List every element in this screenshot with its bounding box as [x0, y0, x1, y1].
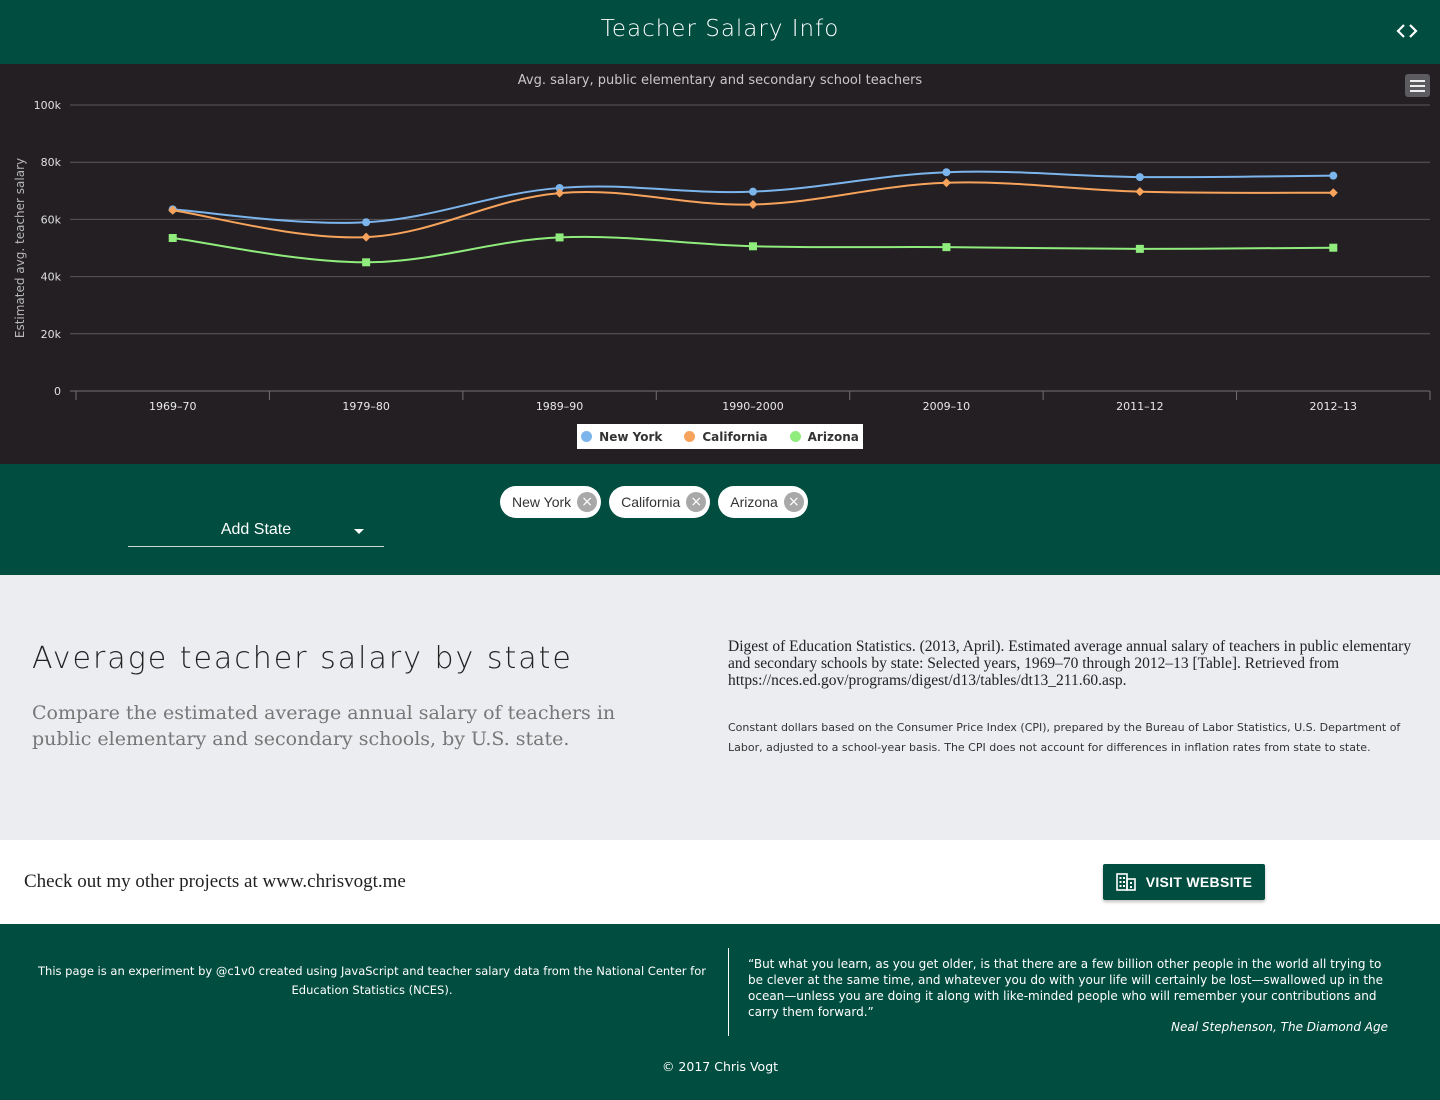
promo-text: Check out my other projects at www.chris…	[24, 871, 406, 892]
state-chip: Arizona ×	[718, 486, 808, 518]
footer: This page is an experiment by @c1v0 crea…	[0, 924, 1440, 1100]
state-chip: New York ×	[500, 486, 602, 518]
arizona-data-point	[555, 233, 564, 242]
new-york-data-point	[942, 168, 951, 177]
legend-marker	[789, 431, 801, 442]
legend-item[interactable]: Arizona	[789, 429, 859, 444]
california-data-point	[941, 178, 951, 188]
y-axis-label: Estimated avg. teacher salary	[13, 158, 27, 338]
california-data-point	[168, 205, 178, 215]
visit-website-label: VISIT WEBSITE	[1145, 874, 1253, 890]
legend-label: California	[702, 429, 768, 444]
new-york-data-point	[362, 218, 371, 227]
footer-about: This page is an experiment by @c1v0 crea…	[38, 964, 706, 997]
california-data-point	[748, 200, 758, 210]
chart-menu-button[interactable]	[1405, 74, 1430, 97]
california-data-point	[1328, 188, 1338, 198]
y-tick-label: 20k	[41, 328, 62, 341]
arizona-data-point	[362, 258, 371, 267]
close-icon[interactable]: ×	[577, 492, 598, 512]
legend-marker	[684, 431, 696, 442]
legend-item[interactable]: California	[684, 429, 768, 444]
california-data-point	[361, 232, 371, 242]
chart-panel: Avg. salary, public elementary and secon…	[0, 64, 1440, 464]
y-tick-label: 60k	[41, 213, 62, 226]
building-icon	[1115, 873, 1136, 891]
chart-legend: New York California Arizona	[577, 424, 863, 449]
page-subtitle: Compare the estimated average annual sal…	[32, 702, 616, 750]
promo-bar: Check out my other projects at www.chris…	[0, 840, 1440, 924]
x-tick-label: 2011–12	[1116, 400, 1164, 413]
add-state-label: Add State	[220, 521, 292, 538]
x-tick-label: 1969–70	[149, 400, 197, 413]
y-tick-label: 0	[54, 385, 61, 398]
legend-item[interactable]: New York	[581, 430, 662, 444]
selected-state-chips: New York × California × Arizona ×	[500, 486, 808, 518]
state-controls: Add State New York × California × Arizona ×	[0, 464, 1440, 575]
x-tick-label: 1990–2000	[722, 400, 784, 413]
y-tick-label: 80k	[41, 156, 62, 169]
arizona-data-point	[749, 242, 757, 251]
salary-line-chart: Avg. salary, public elementary and secon…	[13, 73, 1431, 413]
state-chip: California ×	[609, 486, 711, 518]
footer-quote: “But what you learn, as you get older, i…	[748, 957, 1384, 1019]
code-brackets-icon[interactable]	[1396, 20, 1418, 42]
new-york-data-point	[1329, 171, 1338, 180]
app-title: Teacher Salary Info	[600, 16, 840, 42]
arizona-data-point	[168, 233, 177, 242]
x-tick-label: 2012–13	[1310, 400, 1358, 413]
chevron-down-icon	[354, 529, 364, 534]
page-title: Average teacher salary by state	[32, 641, 573, 676]
legend-label: Arizona	[807, 429, 859, 444]
arizona-data-point	[942, 243, 951, 252]
new-york-data-point	[749, 187, 757, 196]
close-icon[interactable]: ×	[783, 492, 804, 512]
cpi-note: Constant dollars based on the Consumer P…	[728, 721, 1401, 754]
legend-label: New York	[599, 429, 663, 444]
x-tick-label: 1979–80	[342, 400, 390, 413]
new-york-series-line	[172, 170, 1334, 224]
top-bar: Teacher Salary Info	[0, 0, 1440, 64]
california-data-point	[555, 188, 565, 198]
x-tick-label: 2009–10	[923, 400, 971, 413]
california-data-point	[1135, 187, 1145, 197]
state-chip-label: Arizona	[730, 494, 778, 510]
close-icon[interactable]: ×	[686, 492, 707, 512]
state-chip-label: California	[621, 494, 681, 510]
footer-divider	[728, 948, 729, 1036]
quote-author: Neal Stephenson, The Diamond Age	[1171, 1020, 1388, 1034]
arizona-data-point	[1135, 244, 1144, 253]
chart-title: Avg. salary, public elementary and secon…	[518, 73, 923, 88]
add-state-dropdown[interactable]: Add State	[128, 514, 384, 547]
state-chip-label: New York	[512, 494, 572, 510]
copyright: © 2017 Chris Vogt	[661, 1059, 779, 1074]
new-york-data-point	[1135, 173, 1144, 182]
arizona-data-point	[1329, 243, 1338, 252]
x-tick-label: 1989–90	[536, 400, 584, 413]
data-citation: Digest of Education Statistics. (2013, A…	[728, 638, 1412, 689]
visit-website-button[interactable]: VISIT WEBSITE	[1103, 864, 1265, 900]
legend-marker	[581, 431, 593, 442]
y-tick-label: 40k	[41, 271, 62, 284]
y-tick-label: 100k	[34, 99, 62, 112]
new-york-data-point	[555, 183, 564, 192]
info-section: Average teacher salary by state Compare …	[0, 575, 1440, 840]
